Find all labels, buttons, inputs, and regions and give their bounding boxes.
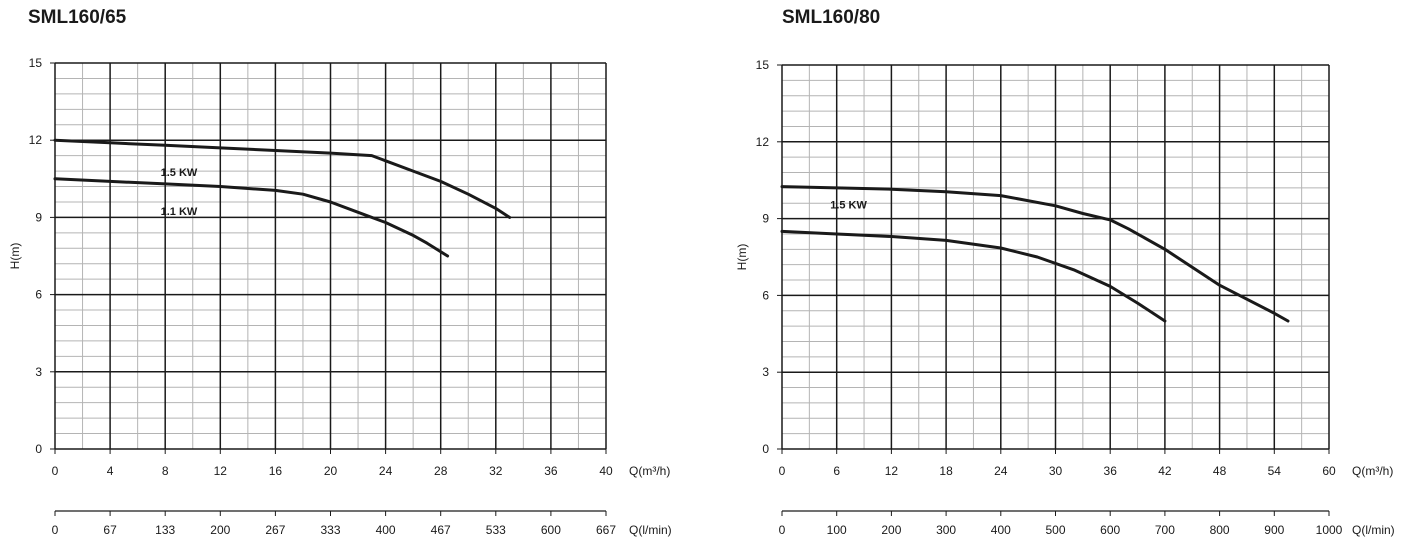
y-tick-label: 6: [35, 288, 42, 302]
curve-label: 1.1 KW: [161, 206, 198, 218]
secondary-x-tick-label: 800: [1210, 523, 1230, 537]
x-tick-label: 12: [885, 464, 899, 478]
x-axis-title: Q(m³/h): [1352, 464, 1393, 478]
secondary-x-tick-label: 200: [881, 523, 901, 537]
secondary-x-tick-label: 600: [541, 523, 561, 537]
y-axis-title: H(m): [735, 244, 749, 271]
y-axis-title: H(m): [8, 243, 22, 270]
x-axis-title: Q(m³/h): [629, 464, 670, 478]
series-line: [780, 229, 1167, 323]
secondary-x-tick-label: 200: [210, 523, 230, 537]
x-tick-label: 6: [833, 464, 840, 478]
secondary-x-tick-label: 0: [52, 523, 59, 537]
x-tick-label: 60: [1322, 464, 1336, 478]
secondary-x-tick-label: 700: [1155, 523, 1175, 537]
x-tick-label: 54: [1268, 464, 1282, 478]
y-tick-label: 9: [35, 210, 42, 224]
secondary-x-axis-title: Q(l/min): [1352, 523, 1395, 537]
x-tick-label: 36: [544, 464, 558, 478]
secondary-x-tick-label: 533: [486, 523, 506, 537]
x-tick-label: 20: [324, 464, 338, 478]
chart-title: SML160/65: [28, 7, 127, 28]
x-tick-label: 0: [52, 464, 59, 478]
secondary-x-tick-label: 333: [320, 523, 340, 537]
y-tick-label: 9: [762, 212, 769, 226]
x-tick-label: 0: [779, 464, 786, 478]
x-tick-label: 18: [939, 464, 953, 478]
secondary-x-tick-label: 500: [1045, 523, 1065, 537]
chart-sml160-80: SML160/80 0 3 6 9 12 15 H(m) 0 6 12 18 24 30 36 42 48 54…: [708, 0, 1417, 543]
y-tick-label: 15: [29, 56, 43, 70]
y-tick-label: 3: [35, 365, 42, 379]
secondary-x-tick-label: 133: [155, 523, 175, 537]
secondary-x-tick-label: 400: [991, 523, 1011, 537]
x-tick-label: 24: [379, 464, 393, 478]
x-tick-label: 4: [107, 464, 114, 478]
x-tick-label: 30: [1049, 464, 1063, 478]
x-tick-label: 48: [1213, 464, 1227, 478]
secondary-x-tick-label: 300: [936, 523, 956, 537]
secondary-x-tick-label: 0: [779, 523, 786, 537]
x-tick-label: 24: [994, 464, 1008, 478]
curve-label: 1.5 KW: [830, 199, 867, 211]
x-tick-label: 40: [599, 464, 613, 478]
series-line: [780, 185, 1290, 323]
y-tick-label: 15: [756, 58, 770, 72]
chart-sml160-65: SML160/65 0 3 6 9 12 15 H(m) 0 4 8 12 16 20 24 28 32 36 4…: [0, 0, 708, 543]
x-tick-label: 42: [1158, 464, 1172, 478]
y-tick-label: 12: [29, 133, 43, 147]
x-tick-label: 8: [162, 464, 169, 478]
y-tick-label: 12: [756, 135, 770, 149]
secondary-x-tick-label: 400: [376, 523, 396, 537]
series-line: [53, 138, 512, 219]
x-tick-label: 36: [1104, 464, 1118, 478]
secondary-x-tick-label: 900: [1264, 523, 1284, 537]
secondary-x-tick-label: 67: [103, 523, 117, 537]
secondary-x-tick-label: 467: [431, 523, 451, 537]
y-tick-label: 6: [762, 288, 769, 302]
y-tick-label: 0: [35, 442, 42, 456]
curve-label: 1.5 KW: [161, 167, 198, 179]
secondary-x-tick-label: 600: [1100, 523, 1120, 537]
x-tick-label: 32: [489, 464, 503, 478]
series-line: [53, 177, 450, 258]
x-tick-label: 28: [434, 464, 448, 478]
secondary-x-tick-label: 100: [827, 523, 847, 537]
y-tick-label: 3: [762, 365, 769, 379]
secondary-x-tick-label: 667: [596, 523, 616, 537]
chart-title: SML160/80: [782, 7, 881, 28]
secondary-x-axis-title: Q(l/min): [629, 523, 672, 537]
x-tick-label: 16: [269, 464, 283, 478]
x-tick-label: 12: [214, 464, 228, 478]
secondary-x-tick-label: 1000: [1316, 523, 1343, 537]
y-tick-label: 0: [762, 442, 769, 456]
secondary-x-tick-label: 267: [265, 523, 285, 537]
